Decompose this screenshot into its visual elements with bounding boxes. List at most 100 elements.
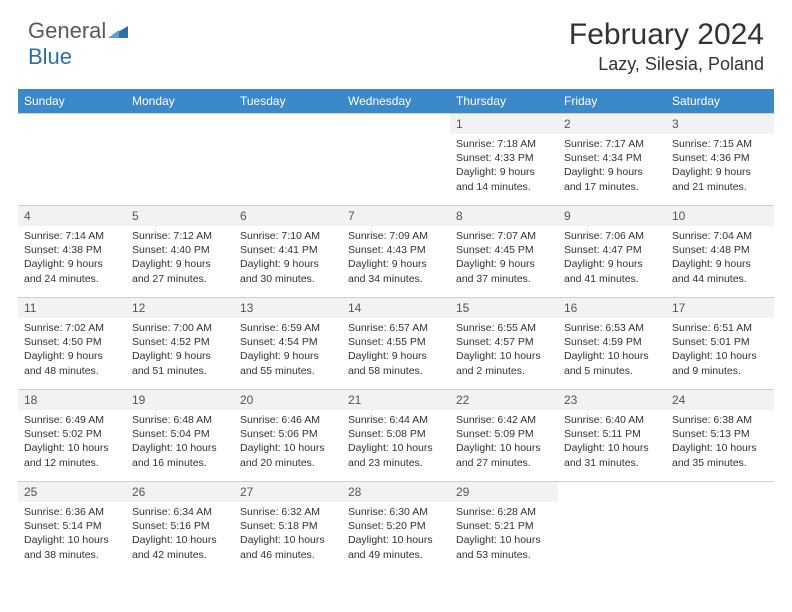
daylight-text: Daylight: 10 hours and 16 minutes.: [132, 441, 228, 469]
daylight-text: Daylight: 10 hours and 38 minutes.: [24, 533, 120, 561]
day-body: Sunrise: 7:06 AMSunset: 4:47 PMDaylight:…: [558, 226, 666, 290]
calendar-day-cell: [666, 482, 774, 574]
calendar-day-cell: 4Sunrise: 7:14 AMSunset: 4:38 PMDaylight…: [18, 206, 126, 298]
day-number: 10: [666, 206, 774, 226]
sunset-text: Sunset: 4:54 PM: [240, 335, 336, 349]
day-body: Sunrise: 6:53 AMSunset: 4:59 PMDaylight:…: [558, 318, 666, 382]
day-number: 23: [558, 390, 666, 410]
sunset-text: Sunset: 4:36 PM: [672, 151, 768, 165]
day-number: 29: [450, 482, 558, 502]
calendar-day-cell: 10Sunrise: 7:04 AMSunset: 4:48 PMDayligh…: [666, 206, 774, 298]
day-body: Sunrise: 6:28 AMSunset: 5:21 PMDaylight:…: [450, 502, 558, 566]
brand-text: General Blue: [28, 18, 128, 70]
sunrise-text: Sunrise: 6:48 AM: [132, 413, 228, 427]
daylight-text: Daylight: 10 hours and 31 minutes.: [564, 441, 660, 469]
daylight-text: Daylight: 9 hours and 21 minutes.: [672, 165, 768, 193]
daylight-text: Daylight: 9 hours and 34 minutes.: [348, 257, 444, 285]
sunset-text: Sunset: 4:38 PM: [24, 243, 120, 257]
day-body: Sunrise: 7:02 AMSunset: 4:50 PMDaylight:…: [18, 318, 126, 382]
calendar-day-cell: 6Sunrise: 7:10 AMSunset: 4:41 PMDaylight…: [234, 206, 342, 298]
brand-text-2: Blue: [28, 44, 72, 69]
sunrise-text: Sunrise: 6:55 AM: [456, 321, 552, 335]
calendar-table: SundayMondayTuesdayWednesdayThursdayFrid…: [18, 89, 774, 574]
day-number: 13: [234, 298, 342, 318]
day-body: Sunrise: 7:00 AMSunset: 4:52 PMDaylight:…: [126, 318, 234, 382]
sunrise-text: Sunrise: 7:09 AM: [348, 229, 444, 243]
sunrise-text: Sunrise: 7:02 AM: [24, 321, 120, 335]
daylight-text: Daylight: 9 hours and 55 minutes.: [240, 349, 336, 377]
calendar-day-cell: 26Sunrise: 6:34 AMSunset: 5:16 PMDayligh…: [126, 482, 234, 574]
sunrise-text: Sunrise: 6:44 AM: [348, 413, 444, 427]
sunset-text: Sunset: 4:34 PM: [564, 151, 660, 165]
day-number: 4: [18, 206, 126, 226]
sunset-text: Sunset: 5:08 PM: [348, 427, 444, 441]
sunset-text: Sunset: 5:06 PM: [240, 427, 336, 441]
day-number: 20: [234, 390, 342, 410]
sunset-text: Sunset: 4:59 PM: [564, 335, 660, 349]
day-body: Sunrise: 6:40 AMSunset: 5:11 PMDaylight:…: [558, 410, 666, 474]
day-body: Sunrise: 6:32 AMSunset: 5:18 PMDaylight:…: [234, 502, 342, 566]
day-body: Sunrise: 7:10 AMSunset: 4:41 PMDaylight:…: [234, 226, 342, 290]
calendar-head: SundayMondayTuesdayWednesdayThursdayFrid…: [18, 89, 774, 114]
sunset-text: Sunset: 4:50 PM: [24, 335, 120, 349]
header: General Blue February 2024 Lazy, Silesia…: [0, 0, 792, 83]
calendar-week-row: 18Sunrise: 6:49 AMSunset: 5:02 PMDayligh…: [18, 390, 774, 482]
day-number: 27: [234, 482, 342, 502]
daylight-text: Daylight: 9 hours and 41 minutes.: [564, 257, 660, 285]
sunrise-text: Sunrise: 6:38 AM: [672, 413, 768, 427]
day-body: Sunrise: 7:07 AMSunset: 4:45 PMDaylight:…: [450, 226, 558, 290]
sunrise-text: Sunrise: 6:53 AM: [564, 321, 660, 335]
day-number: 7: [342, 206, 450, 226]
sunset-text: Sunset: 5:16 PM: [132, 519, 228, 533]
sunrise-text: Sunrise: 7:06 AM: [564, 229, 660, 243]
page-title: February 2024: [569, 18, 764, 52]
sunset-text: Sunset: 5:18 PM: [240, 519, 336, 533]
daylight-text: Daylight: 10 hours and 5 minutes.: [564, 349, 660, 377]
sunrise-text: Sunrise: 6:30 AM: [348, 505, 444, 519]
daylight-text: Daylight: 9 hours and 51 minutes.: [132, 349, 228, 377]
calendar-day-cell: [342, 114, 450, 206]
sunrise-text: Sunrise: 7:15 AM: [672, 137, 768, 151]
day-body: Sunrise: 7:15 AMSunset: 4:36 PMDaylight:…: [666, 134, 774, 198]
day-body: Sunrise: 7:14 AMSunset: 4:38 PMDaylight:…: [18, 226, 126, 290]
day-number: 19: [126, 390, 234, 410]
calendar-week-row: 25Sunrise: 6:36 AMSunset: 5:14 PMDayligh…: [18, 482, 774, 574]
daylight-text: Daylight: 9 hours and 48 minutes.: [24, 349, 120, 377]
sunset-text: Sunset: 4:48 PM: [672, 243, 768, 257]
calendar-day-cell: 23Sunrise: 6:40 AMSunset: 5:11 PMDayligh…: [558, 390, 666, 482]
sunrise-text: Sunrise: 6:40 AM: [564, 413, 660, 427]
calendar-day-cell: 25Sunrise: 6:36 AMSunset: 5:14 PMDayligh…: [18, 482, 126, 574]
sunrise-text: Sunrise: 6:32 AM: [240, 505, 336, 519]
day-body: Sunrise: 6:38 AMSunset: 5:13 PMDaylight:…: [666, 410, 774, 474]
sunrise-text: Sunrise: 7:14 AM: [24, 229, 120, 243]
day-body: Sunrise: 6:46 AMSunset: 5:06 PMDaylight:…: [234, 410, 342, 474]
day-header: Thursday: [450, 89, 558, 114]
day-body: Sunrise: 6:55 AMSunset: 4:57 PMDaylight:…: [450, 318, 558, 382]
day-number: 3: [666, 114, 774, 134]
sunset-text: Sunset: 5:21 PM: [456, 519, 552, 533]
daylight-text: Daylight: 10 hours and 12 minutes.: [24, 441, 120, 469]
calendar-week-row: 4Sunrise: 7:14 AMSunset: 4:38 PMDaylight…: [18, 206, 774, 298]
day-number: 28: [342, 482, 450, 502]
sunset-text: Sunset: 4:57 PM: [456, 335, 552, 349]
sunrise-text: Sunrise: 7:07 AM: [456, 229, 552, 243]
sunrise-text: Sunrise: 6:34 AM: [132, 505, 228, 519]
sunset-text: Sunset: 4:52 PM: [132, 335, 228, 349]
day-body: Sunrise: 6:59 AMSunset: 4:54 PMDaylight:…: [234, 318, 342, 382]
calendar-day-cell: 21Sunrise: 6:44 AMSunset: 5:08 PMDayligh…: [342, 390, 450, 482]
sunset-text: Sunset: 4:41 PM: [240, 243, 336, 257]
day-header: Saturday: [666, 89, 774, 114]
calendar-day-cell: 27Sunrise: 6:32 AMSunset: 5:18 PMDayligh…: [234, 482, 342, 574]
calendar-day-cell: [126, 114, 234, 206]
calendar-week-row: 11Sunrise: 7:02 AMSunset: 4:50 PMDayligh…: [18, 298, 774, 390]
sunrise-text: Sunrise: 7:10 AM: [240, 229, 336, 243]
day-number: 8: [450, 206, 558, 226]
calendar-day-cell: 15Sunrise: 6:55 AMSunset: 4:57 PMDayligh…: [450, 298, 558, 390]
daylight-text: Daylight: 10 hours and 35 minutes.: [672, 441, 768, 469]
sunrise-text: Sunrise: 6:51 AM: [672, 321, 768, 335]
day-body: Sunrise: 6:49 AMSunset: 5:02 PMDaylight:…: [18, 410, 126, 474]
daylight-text: Daylight: 9 hours and 30 minutes.: [240, 257, 336, 285]
daylight-text: Daylight: 10 hours and 42 minutes.: [132, 533, 228, 561]
calendar-day-cell: 20Sunrise: 6:46 AMSunset: 5:06 PMDayligh…: [234, 390, 342, 482]
calendar-day-cell: 13Sunrise: 6:59 AMSunset: 4:54 PMDayligh…: [234, 298, 342, 390]
